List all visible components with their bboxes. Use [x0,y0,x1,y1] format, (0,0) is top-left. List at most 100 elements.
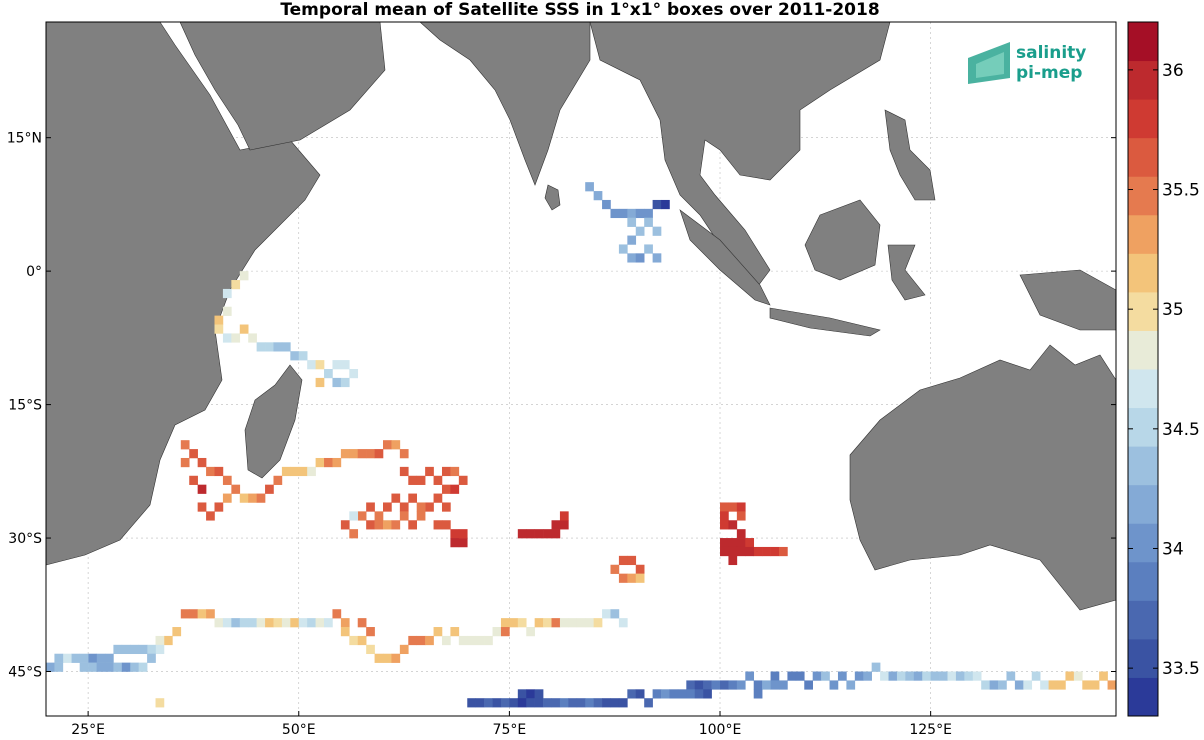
sss-cell-289 [880,671,889,681]
sss-cell-122 [559,511,569,521]
sss-cell-112 [450,529,460,539]
sss-cell-242 [509,698,519,708]
lon-tick-label-3: 100°E [699,722,742,738]
sss-cell-208 [500,627,510,637]
sss-cell-118 [534,529,544,539]
lat-tick-label-3: 30°S [8,531,42,547]
plot-frame [45,21,1117,717]
sss-cell-4 [618,208,628,219]
lat-tick-label-4: 45°S [8,665,42,681]
sss-cell-271 [728,680,738,690]
sss-cell-75 [374,449,384,459]
sss-cell-26 [222,333,232,343]
sss-cell-312 [1073,671,1083,681]
sss-cell-181 [399,644,409,655]
sss-cell-103 [374,520,384,530]
sss-cell-96 [374,511,384,521]
sss-cell-95 [383,502,392,512]
colorbar-ticks: 33.5 34 34.5 35 35.5 36 [1128,61,1200,679]
sss-cell-194 [509,618,519,628]
sss-cell-315 [1099,671,1108,681]
sss-cell-265 [677,689,687,699]
sss-cell-82 [425,466,434,477]
sss-cell-260 [635,689,645,699]
sss-cell-33 [281,342,291,352]
sss-cell-284 [837,671,847,681]
sss-cell-277 [778,680,788,690]
sss-cell-0 [585,182,594,192]
sss-cell-180 [391,653,401,663]
sss-cell-20 [239,271,249,281]
sss-cell-139 [728,538,738,548]
sss-cell-2 [602,199,611,210]
sss-cell-68 [315,457,325,468]
colorbar-swatch-2 [1128,600,1158,640]
sss-cell-287 [863,671,872,681]
sss-cell-124 [618,555,628,566]
sss-cell-304 [1006,671,1016,681]
sss-cell-232 [121,662,131,672]
sss-cell-170 [332,609,342,619]
sss-cell-37 [315,360,325,370]
sss-cell-207 [618,618,628,628]
lon-tick-label-2: 75°E [493,722,527,738]
sss-cell-17 [652,253,662,263]
sss-cell-195 [517,618,527,628]
sss-cell-296 [939,671,948,681]
sss-cell-250 [551,698,561,708]
sss-cell-275 [762,680,771,690]
sss-cell-255 [593,698,603,708]
sss-cell-292 [905,671,915,681]
sss-cell-230 [104,662,114,672]
sss-cell-238 [475,698,485,708]
sss-cell-306 [1023,680,1033,690]
sss-cell-88 [450,484,460,494]
sss-cell-34 [290,351,300,361]
sss-cell-290 [888,671,898,681]
land-srilanka [544,184,561,211]
sss-cell-269 [711,680,721,690]
sss-cell-247 [526,698,535,708]
sss-cell-193 [500,618,510,628]
sss-cell-298 [955,671,965,681]
sss-cell-127 [610,564,620,574]
sss-cell-191 [484,635,493,646]
sss-cell-128 [618,573,628,583]
lat-tick-label-1: 0° [26,264,42,280]
sss-cell-111 [441,502,451,512]
sss-cell-8 [652,199,662,210]
sss-cell-137 [736,511,746,521]
sss-cell-201 [568,618,578,628]
sss-cell-104 [383,520,392,530]
sss-cell-6 [635,208,645,219]
sss-cell-173 [349,635,359,646]
sss-cell-44 [315,377,325,388]
sss-cell-63 [273,475,283,485]
sss-cell-172 [340,627,350,637]
sss-cell-311 [1065,671,1075,681]
sss-cell-154 [197,609,207,619]
sss-cell-190 [475,635,485,646]
sss-cell-184 [425,635,434,646]
sss-cell-38 [324,369,333,379]
sss-cell-165 [290,618,300,628]
sss-cell-233 [130,662,139,672]
land-africa [45,21,321,566]
sss-cell-293 [913,671,923,681]
sss-cell-253 [576,698,586,708]
sss-cell-177 [366,644,375,655]
sss-cell-224 [54,653,64,663]
colorbar-swatch-0 [1128,677,1158,717]
colorbar-label-0: 33.5 [1162,659,1200,679]
land-masses [45,21,1117,611]
sss-cell-12 [627,235,637,245]
sss-cell-264 [669,689,679,699]
salinity-pi-mep-logo: salinity pi-mep [968,42,1086,84]
sss-cell-257 [610,698,620,708]
sss-cell-316 [1107,680,1117,690]
sss-cell-158 [231,618,241,628]
sss-cell-23 [222,306,232,316]
colorbar-swatch-6 [1128,446,1158,486]
sss-cell-246 [517,698,527,708]
